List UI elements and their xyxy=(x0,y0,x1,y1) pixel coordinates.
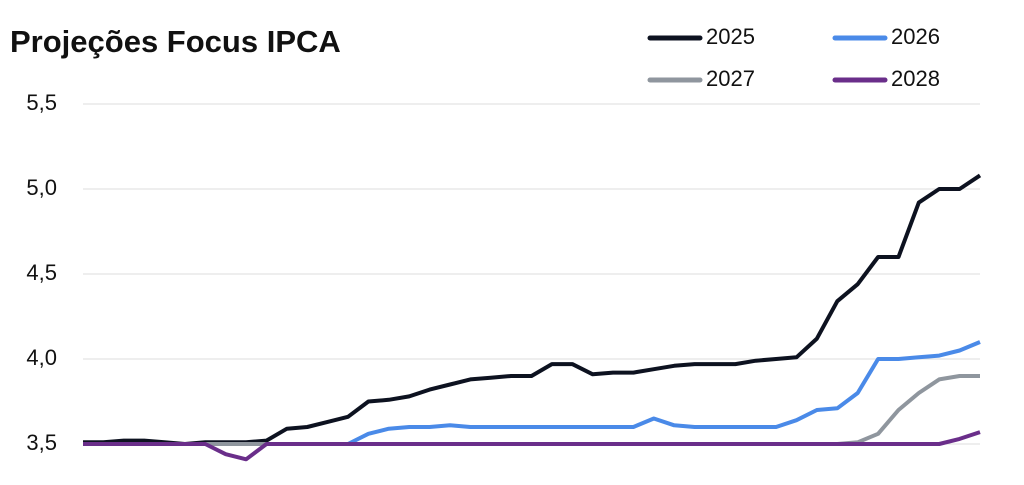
legend-label: 2025 xyxy=(706,24,755,49)
y-tick-label: 5,0 xyxy=(26,175,57,200)
legend-label: 2027 xyxy=(706,66,755,91)
chart-title: Projeções Focus IPCA xyxy=(10,24,341,59)
y-tick-label: 3,5 xyxy=(26,430,57,455)
series-line xyxy=(83,340,981,446)
series-line xyxy=(83,430,981,462)
legend-label: 2028 xyxy=(891,66,940,91)
legend-label: 2026 xyxy=(891,24,940,49)
series-line xyxy=(83,374,980,446)
y-tick-label: 5,5 xyxy=(26,90,57,115)
y-tick-label: 4,5 xyxy=(26,260,57,285)
y-tick-label: 4,0 xyxy=(26,345,57,370)
